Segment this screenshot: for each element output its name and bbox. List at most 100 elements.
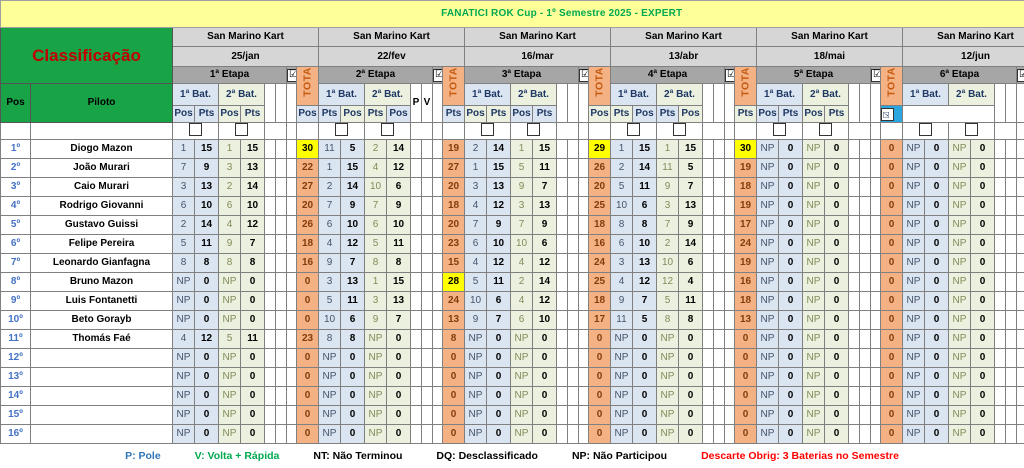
row-7-s3-h2-pts: 12 [533,254,557,273]
row-15-s2-h2-pos: NP [365,406,387,425]
row-5-s1-h2-pos: 4 [219,216,241,235]
filter-stage-2-heat2[interactable] [365,123,411,140]
filter-stage-1-pv[interactable] [265,123,287,140]
filter-driver[interactable] [31,123,173,140]
filter-stage-1-heat1[interactable] [173,123,219,140]
row-6-s3-total: 16 [589,235,611,254]
filter-stage-2-total[interactable] [443,123,465,140]
filter-stage-2-pv[interactable] [411,123,433,140]
row-16-driver [31,425,173,444]
stage-check-4[interactable]: ☑ [725,67,735,84]
stage-check-5[interactable]: ☑ [871,67,881,84]
filter-stage-6-heat2[interactable] [949,123,995,140]
row-6-s1-fastlap [276,235,287,254]
row-10-s2-gap [433,311,443,330]
stage-check-6[interactable]: ☑ [1017,67,1024,84]
row-8-s4-pole [703,273,714,292]
row-4-s2-gap [433,197,443,216]
filter-stage-5-heat1[interactable] [757,123,803,140]
row-10-s3-fastlap [568,311,579,330]
filter-stage-2-heat1[interactable] [319,123,365,140]
row-4-s4-pole [703,197,714,216]
row-13-s6-h2-pos: NP [949,368,971,387]
row-10-s2-fastlap [422,311,433,330]
row-9-s4-gap [725,292,735,311]
row-13-s1-total: 0 [297,368,319,387]
row-16-s5-h1-pts: 0 [779,425,803,444]
filter-checkbox-icon [627,123,640,136]
row-12-s3-gap [579,349,589,368]
row-10-s4-total: 13 [735,311,757,330]
row-9-s1-h2-pos: NP [219,292,241,311]
row-16-s6-h2-pts: 0 [971,425,995,444]
row-3-s1-fastlap [276,178,287,197]
row-9-s6-fastlap [1006,292,1017,311]
stage-date-6: 12/jun [903,47,1024,67]
row-14-s1-h1-pos: NP [173,387,195,406]
classification-block: Classificação [1,28,173,84]
row-16-s2-fastlap [422,425,433,444]
filter-stage-6-heat1[interactable] [903,123,949,140]
row-12-s5-h1-pos: NP [757,349,779,368]
filter-stage-3-gap [579,123,589,140]
filter-stage-6-pv[interactable] [995,123,1017,140]
filter-stage-1-total[interactable] [297,123,319,140]
stage-4-h2-pts-header: Pts [611,106,633,123]
descarte-check-cell[interactable]: ☑ [881,106,903,123]
row-13-s4-h1-pts: 0 [633,368,657,387]
row-8-s6-h1-pos: NP [903,273,925,292]
filter-stage-4-total[interactable] [735,123,757,140]
filter-checkbox-icon [673,123,686,136]
row-13-s3-total: 0 [589,368,611,387]
row-3-s5-total: 0 [881,178,903,197]
stage-check-1[interactable]: ☑ [287,67,297,84]
row-14-s6-pole [995,387,1006,406]
row-1-s2-h2-pts: 14 [387,140,411,159]
row-12-s1-gap [287,349,297,368]
row-13-s3-pole [557,368,568,387]
row-8-s4-h2-pts: 4 [679,273,703,292]
filter-stage-5-pv[interactable] [849,123,871,140]
filter-stage-4-heat1[interactable] [611,123,657,140]
row-10-s3-pole [557,311,568,330]
stage-3-heat1-header: 1ª Bat. [465,84,511,106]
stage-4-gap [725,84,735,123]
row-7-s6-fastlap [1006,254,1017,273]
row-15-s4-total: 0 [735,406,757,425]
row-7-s1-fastlap [276,254,287,273]
row-6-s6-h2-pts: 0 [971,235,995,254]
filter-stage-5-heat2[interactable] [803,123,849,140]
filter-stage-1-heat2[interactable] [219,123,265,140]
filter-stage-5-total[interactable] [881,123,903,140]
row-4-driver: Rodrigo Giovanni [31,197,173,216]
checkmark-icon: ☑ [433,69,443,82]
row-6-s2-h2-pts: 11 [387,235,411,254]
filter-stage-3-pv[interactable] [557,123,579,140]
row-2-s2-gap [433,159,443,178]
row-11-s6-h2-pos: NP [949,330,971,349]
row-6-driver: Felipe Pereira [31,235,173,254]
stage-check-2[interactable]: ☑ [433,67,443,84]
stage-5-pole-header [849,84,860,123]
filter-stage-3-heat2[interactable] [511,123,557,140]
row-3-s6-h2-pts: 0 [971,178,995,197]
row-15-s5-h2-pos: NP [803,406,825,425]
filter-stage-3-total[interactable] [589,123,611,140]
row-1-s3-gap [579,140,589,159]
row-2-s2-fastlap [422,159,433,178]
stage-check-3[interactable]: ☑ [579,67,589,84]
row-3-s1-total: 27 [297,178,319,197]
row-5-s2-h2-pts: 10 [387,216,411,235]
filter-stage-4-pv[interactable] [703,123,725,140]
row-4-s2-h2-pos: 7 [365,197,387,216]
filter-stage-4-heat2[interactable] [657,123,703,140]
filter-pos[interactable] [1,123,31,140]
filter-stage-3-heat1[interactable] [465,123,511,140]
row-16-s3-h1-pts: 0 [487,425,511,444]
stage-5-heat2-header: 2ª Bat. [803,84,849,106]
row-12-s3-h1-pos: NP [465,349,487,368]
